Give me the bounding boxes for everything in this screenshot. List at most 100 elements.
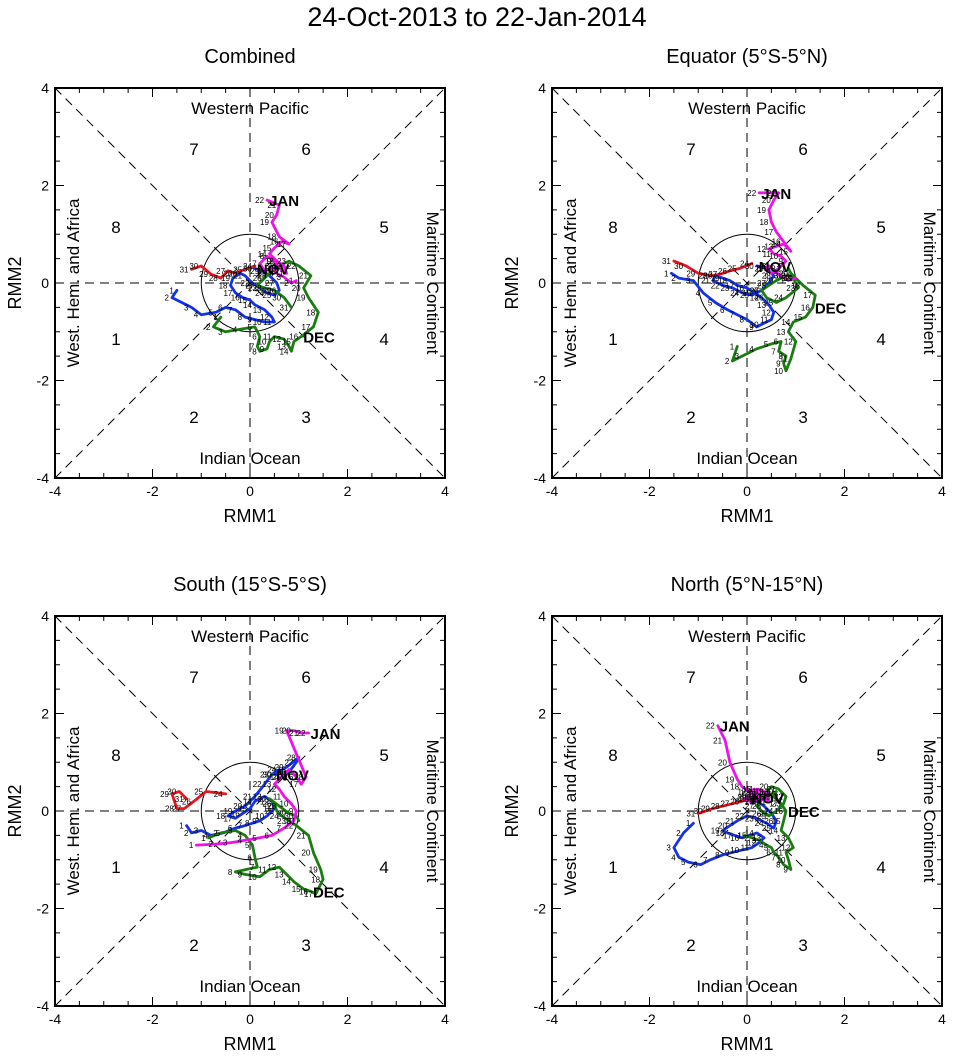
- day-label: 29: [764, 277, 773, 286]
- y-tick-label: 2: [41, 178, 49, 194]
- day-label: 25: [258, 269, 267, 278]
- y-tick-label: -4: [534, 998, 547, 1014]
- day-label: 6: [228, 824, 233, 833]
- x-axis-label: RMM1: [721, 506, 774, 526]
- day-label: 21: [701, 277, 710, 286]
- trajectory-dec: [207, 797, 325, 896]
- day-label: 15: [292, 885, 301, 894]
- day-label: 22: [711, 281, 720, 290]
- day-label: 3: [686, 277, 691, 286]
- day-label: 5: [742, 791, 747, 800]
- x-tick-label: 4: [938, 483, 946, 499]
- day-label: 1: [761, 797, 766, 806]
- month-label-dec: DEC: [303, 330, 335, 347]
- day-label: 4: [194, 311, 199, 320]
- phase-label: 2: [686, 936, 695, 955]
- day-label: 22: [774, 792, 783, 801]
- day-label: 12: [781, 844, 790, 853]
- day-label: 11: [775, 848, 784, 857]
- day-label: 11: [273, 792, 282, 801]
- day-label: 25: [272, 773, 281, 782]
- day-label: 28: [287, 753, 296, 762]
- day-label: 6: [693, 861, 698, 870]
- day-label: 18: [216, 812, 225, 821]
- day-label: 31: [662, 257, 671, 266]
- rmm-panel-south: South (15°S-5°S)-4-4-2-2002244RMM1RMM2We…: [5, 574, 449, 1054]
- day-label: 5: [681, 858, 686, 867]
- day-label: 25: [740, 795, 749, 804]
- day-label: 11: [275, 269, 284, 278]
- day-label: 8: [740, 316, 745, 325]
- phase-label: 8: [608, 218, 617, 237]
- month-label-nov: NOV: [751, 790, 784, 807]
- y-axis-label: RMM2: [502, 785, 522, 838]
- y-tick-label: 4: [538, 80, 546, 96]
- day-label: 5: [245, 841, 250, 850]
- region-label-left: West. Hem. and Africa: [64, 726, 83, 895]
- day-label: 7: [238, 822, 243, 831]
- day-label: 9: [725, 848, 730, 857]
- day-label: 20: [718, 822, 727, 831]
- day-label: 2: [284, 279, 289, 288]
- day-label: 3: [752, 836, 757, 845]
- day-label: 5: [208, 308, 213, 317]
- day-label: 12: [260, 313, 269, 322]
- day-label: 29: [262, 286, 271, 295]
- day-label: 26: [750, 286, 759, 295]
- day-label: 30: [262, 770, 271, 779]
- day-label: 14: [750, 294, 759, 303]
- day-label: 31: [686, 809, 695, 818]
- day-label: 1: [213, 313, 218, 322]
- day-label: 18: [306, 308, 315, 317]
- day-label: 13: [253, 306, 262, 315]
- day-label: 25: [757, 812, 766, 821]
- phase-label: 5: [379, 746, 388, 765]
- day-label: 9: [238, 870, 243, 879]
- day-label: 7: [252, 260, 257, 269]
- region-label-right: Maritime Continent: [920, 740, 939, 883]
- day-label: 31: [781, 272, 790, 281]
- day-label: 30: [674, 262, 683, 271]
- day-label: 5: [761, 262, 766, 271]
- day-label: 18: [730, 783, 739, 792]
- day-label: 16: [801, 303, 810, 312]
- day-label: 2: [671, 274, 676, 283]
- day-label: 27: [172, 805, 181, 814]
- phase-label: 1: [111, 330, 120, 349]
- x-tick-label: -4: [546, 483, 559, 499]
- day-label: 24: [730, 289, 739, 298]
- trajectory-nov: [185, 755, 301, 837]
- day-label: 11: [263, 805, 272, 814]
- phase-label: 6: [301, 140, 310, 159]
- day-label: 13: [253, 792, 262, 801]
- day-label: 29: [686, 269, 695, 278]
- day-label: 17: [277, 240, 286, 249]
- day-label: 15: [738, 831, 747, 840]
- day-label: 28: [209, 274, 218, 283]
- phase-label: 5: [876, 218, 885, 237]
- day-label: 22: [284, 822, 293, 831]
- trajectory-dec: [211, 259, 320, 353]
- day-label: 24: [764, 807, 773, 816]
- x-tick-label: 4: [441, 1011, 449, 1027]
- panel-title: Equator (5°S-5°N): [666, 46, 828, 68]
- day-label: 3: [194, 827, 199, 836]
- x-tick-label: 0: [246, 483, 254, 499]
- day-label: 16: [735, 284, 744, 293]
- day-label: 5: [216, 829, 221, 838]
- day-label: 22: [781, 274, 790, 283]
- x-tick-label: -4: [546, 1011, 559, 1027]
- day-label: 19: [757, 206, 766, 215]
- day-label: 11: [760, 316, 769, 325]
- day-label: 24: [267, 262, 276, 271]
- region-label-top: Western Pacific: [191, 627, 309, 646]
- day-label: 27: [759, 809, 768, 818]
- day-label: 21: [767, 189, 776, 198]
- y-axis-label: RMM2: [5, 785, 25, 838]
- day-label: 2: [184, 829, 189, 838]
- day-label: 2: [757, 793, 762, 802]
- day-label: 19: [309, 866, 318, 875]
- day-label: 10: [253, 318, 262, 327]
- day-label: 27: [750, 286, 759, 295]
